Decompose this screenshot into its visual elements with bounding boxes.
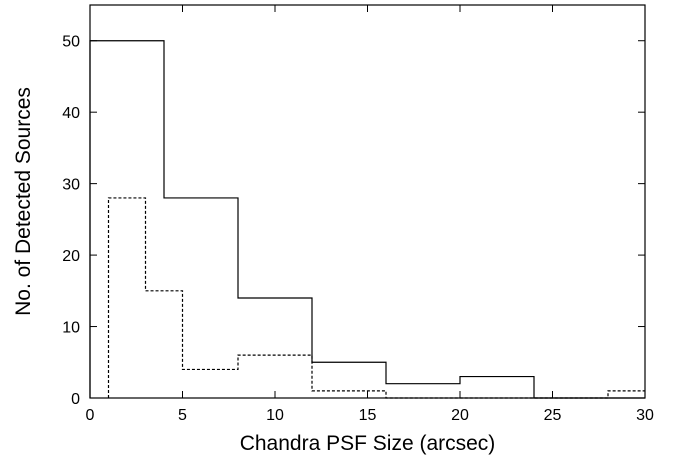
histogram-series-dashed bbox=[107, 197, 645, 399]
series-layer bbox=[89, 40, 645, 399]
x-tick-label: 20 bbox=[451, 407, 469, 424]
y-tick-label: 50 bbox=[62, 34, 80, 51]
x-tick-label: 0 bbox=[86, 407, 95, 424]
x-tick-label: 5 bbox=[178, 407, 187, 424]
x-axis-title: Chandra PSF Size (arcsec) bbox=[240, 432, 496, 455]
y-tick-label: 30 bbox=[62, 177, 80, 194]
plot-frame bbox=[89, 4, 646, 399]
y-tick-label: 10 bbox=[62, 320, 80, 337]
y-axis-title: No. of Detected Sources bbox=[12, 87, 35, 316]
y-tick-label: 0 bbox=[71, 391, 80, 408]
y-tick-label: 40 bbox=[62, 105, 80, 122]
ticks-layer: 0 5 10 15 20 25 30 0 10 20 30 40 50 bbox=[62, 5, 654, 424]
x-tick-label: 15 bbox=[359, 407, 377, 424]
x-tick-label: 10 bbox=[266, 407, 284, 424]
x-tick-label: 25 bbox=[544, 407, 562, 424]
x-tick-label: 30 bbox=[636, 407, 654, 424]
y-tick-label: 20 bbox=[62, 248, 80, 265]
histogram-series-solid bbox=[89, 40, 645, 399]
